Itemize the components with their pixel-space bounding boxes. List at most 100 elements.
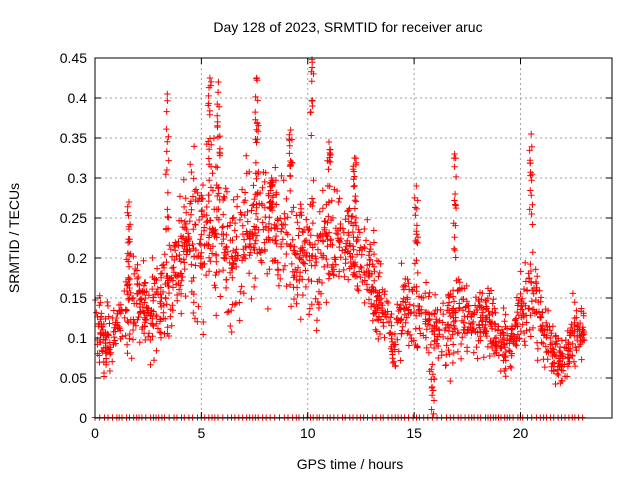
data-point bbox=[303, 253, 310, 261]
data-point bbox=[241, 251, 248, 258]
data-point bbox=[188, 168, 195, 176]
data-point bbox=[412, 237, 419, 245]
data-point bbox=[452, 307, 459, 314]
data-point bbox=[405, 280, 412, 287]
data-point bbox=[216, 152, 224, 159]
data-point bbox=[206, 232, 213, 239]
data-point bbox=[183, 209, 190, 216]
data-point bbox=[214, 112, 221, 119]
data-point bbox=[203, 241, 211, 249]
data-point bbox=[238, 186, 246, 193]
data-point bbox=[325, 166, 332, 173]
data-point bbox=[216, 145, 224, 152]
data-point bbox=[369, 317, 376, 324]
data-point bbox=[237, 209, 244, 216]
data-point bbox=[366, 261, 373, 268]
data-point bbox=[316, 232, 323, 240]
data-point bbox=[245, 270, 253, 277]
data-point bbox=[252, 159, 260, 166]
data-point bbox=[322, 231, 329, 238]
data-point bbox=[372, 326, 379, 333]
data-point bbox=[489, 300, 496, 307]
data-point bbox=[217, 293, 224, 300]
data-point bbox=[229, 301, 236, 308]
data-point bbox=[515, 300, 522, 307]
data-point bbox=[295, 232, 302, 239]
data-point bbox=[400, 305, 407, 312]
data-point bbox=[394, 301, 401, 308]
data-point bbox=[195, 303, 202, 310]
data-point bbox=[188, 206, 195, 213]
data-point bbox=[451, 246, 459, 254]
chart-title: Day 128 of 2023, SRMTID for receiver aru… bbox=[213, 19, 482, 35]
data-point bbox=[533, 309, 540, 316]
data-point bbox=[273, 191, 280, 198]
data-point bbox=[214, 89, 222, 96]
data-point bbox=[211, 282, 218, 289]
data-point bbox=[284, 214, 291, 221]
data-point bbox=[499, 329, 507, 336]
data-point bbox=[115, 323, 123, 331]
data-point bbox=[175, 286, 183, 293]
data-point bbox=[255, 122, 262, 129]
data-point bbox=[456, 279, 463, 286]
data-point bbox=[413, 182, 420, 190]
data-point bbox=[223, 188, 231, 195]
data-point bbox=[252, 210, 260, 217]
data-point bbox=[254, 97, 261, 104]
data-point bbox=[182, 292, 189, 300]
y-tick-label: 0.1 bbox=[68, 330, 88, 346]
data-point bbox=[349, 228, 357, 236]
data-point bbox=[224, 309, 231, 316]
data-point bbox=[262, 213, 269, 221]
data-point bbox=[451, 234, 458, 241]
data-point bbox=[252, 229, 259, 237]
data-point bbox=[427, 341, 434, 348]
data-point bbox=[103, 350, 110, 357]
data-point bbox=[352, 222, 360, 229]
data-point bbox=[246, 168, 253, 176]
data-point bbox=[259, 184, 266, 191]
data-point bbox=[167, 313, 174, 320]
data-point bbox=[218, 231, 225, 238]
data-point bbox=[100, 336, 107, 343]
data-point bbox=[261, 246, 268, 253]
data-point bbox=[347, 253, 354, 260]
data-point bbox=[358, 251, 365, 258]
data-point bbox=[507, 336, 514, 343]
data-point bbox=[283, 250, 290, 258]
plot-frame bbox=[94, 57, 613, 419]
data-point bbox=[307, 241, 314, 248]
data-point bbox=[452, 155, 459, 162]
data-point bbox=[199, 195, 206, 203]
data-point bbox=[361, 271, 369, 279]
data-point bbox=[216, 196, 223, 204]
data-point bbox=[392, 363, 399, 370]
data-point bbox=[229, 215, 236, 222]
data-point bbox=[525, 270, 532, 277]
data-point bbox=[129, 294, 137, 302]
data-point bbox=[179, 223, 187, 231]
data-point bbox=[253, 139, 260, 146]
data-point bbox=[313, 317, 321, 324]
data-point bbox=[315, 304, 323, 312]
data-point bbox=[250, 201, 257, 208]
data-point bbox=[534, 273, 541, 280]
data-point bbox=[572, 344, 579, 351]
data-point bbox=[136, 339, 143, 346]
data-point bbox=[350, 176, 357, 183]
data-point bbox=[394, 336, 401, 343]
data-point bbox=[308, 195, 316, 202]
data-point bbox=[136, 281, 143, 288]
data-point bbox=[230, 260, 237, 267]
data-point bbox=[531, 310, 539, 317]
data-point bbox=[450, 341, 457, 348]
data-point bbox=[541, 363, 548, 371]
data-point bbox=[229, 261, 237, 268]
data-point bbox=[186, 242, 193, 249]
data-point bbox=[187, 198, 195, 205]
data-point bbox=[203, 203, 210, 211]
data-point bbox=[156, 329, 163, 336]
data-point bbox=[502, 311, 509, 318]
data-point bbox=[422, 279, 430, 286]
